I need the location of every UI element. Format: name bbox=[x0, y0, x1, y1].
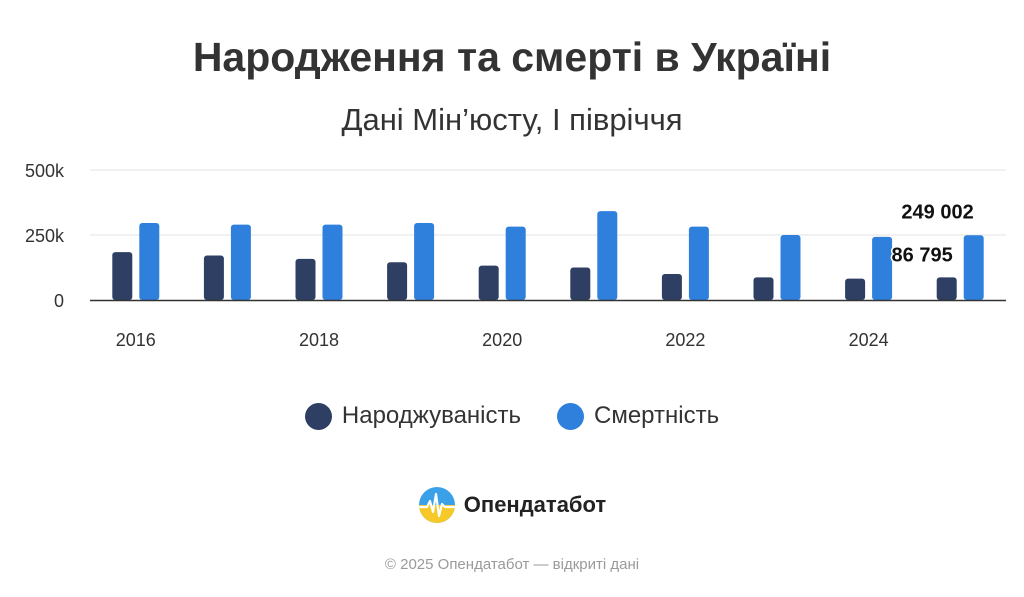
chart-title: Народження та смерті в Україні bbox=[192, 34, 832, 80]
x-tick-label: 2016 bbox=[116, 330, 156, 350]
legend-label-births: Народжуваність bbox=[341, 402, 521, 429]
legend-item-deaths[interactable]: Смертність bbox=[557, 402, 719, 430]
bar-deaths bbox=[322, 224, 343, 300]
bar-births bbox=[661, 274, 682, 300]
y-tick-label: 250k bbox=[25, 226, 65, 246]
brand: Опендатабот bbox=[0, 486, 1024, 524]
data-label: 249 002 bbox=[901, 201, 973, 223]
bar-births bbox=[478, 265, 499, 300]
bar-births bbox=[845, 278, 866, 300]
bar-deaths bbox=[505, 226, 526, 300]
bar-births bbox=[936, 277, 957, 300]
x-tick-label: 2020 bbox=[482, 330, 522, 350]
x-tick-label: 2024 bbox=[849, 330, 889, 350]
opendatabot-logo-icon bbox=[418, 487, 455, 523]
legend-swatch-deaths bbox=[557, 402, 584, 430]
legend-swatch-births bbox=[304, 402, 332, 430]
bar-births bbox=[753, 277, 774, 300]
bar-deaths bbox=[688, 226, 709, 300]
x-tick-label: 2022 bbox=[665, 330, 705, 350]
bar-chart: 0 250k 500k 2016 2018 2020 2022 2024 249 002 86 7… bbox=[25, 161, 1006, 350]
bar-deaths bbox=[780, 235, 801, 300]
data-label: 86 795 bbox=[892, 244, 953, 266]
bar-deaths bbox=[963, 235, 984, 300]
chart-subtitle: Дані Мін’юсту, І півріччя bbox=[341, 102, 683, 137]
bar-births bbox=[570, 267, 591, 300]
bar-births bbox=[295, 258, 316, 300]
bar-deaths bbox=[139, 223, 160, 300]
bar-deaths bbox=[414, 223, 435, 300]
x-tick-label: 2018 bbox=[299, 330, 339, 350]
brand-name: Опендатабот bbox=[463, 492, 607, 517]
y-tick-label: 500k bbox=[25, 161, 65, 181]
y-tick-label: 0 bbox=[54, 291, 64, 311]
legend-item-births[interactable]: Народжуваність bbox=[304, 402, 521, 430]
bar-births bbox=[387, 262, 408, 300]
chart-legend: Народжуваність Смертність bbox=[0, 402, 1024, 430]
footer-copyright: © 2025 Опендатабот — відкриті дані bbox=[384, 556, 640, 573]
bar-deaths bbox=[597, 211, 618, 300]
bar-deaths bbox=[230, 224, 251, 300]
bar-births bbox=[203, 255, 224, 300]
legend-label-deaths: Смертність bbox=[594, 402, 720, 429]
bar-births bbox=[112, 252, 133, 300]
bar-deaths bbox=[872, 236, 893, 300]
